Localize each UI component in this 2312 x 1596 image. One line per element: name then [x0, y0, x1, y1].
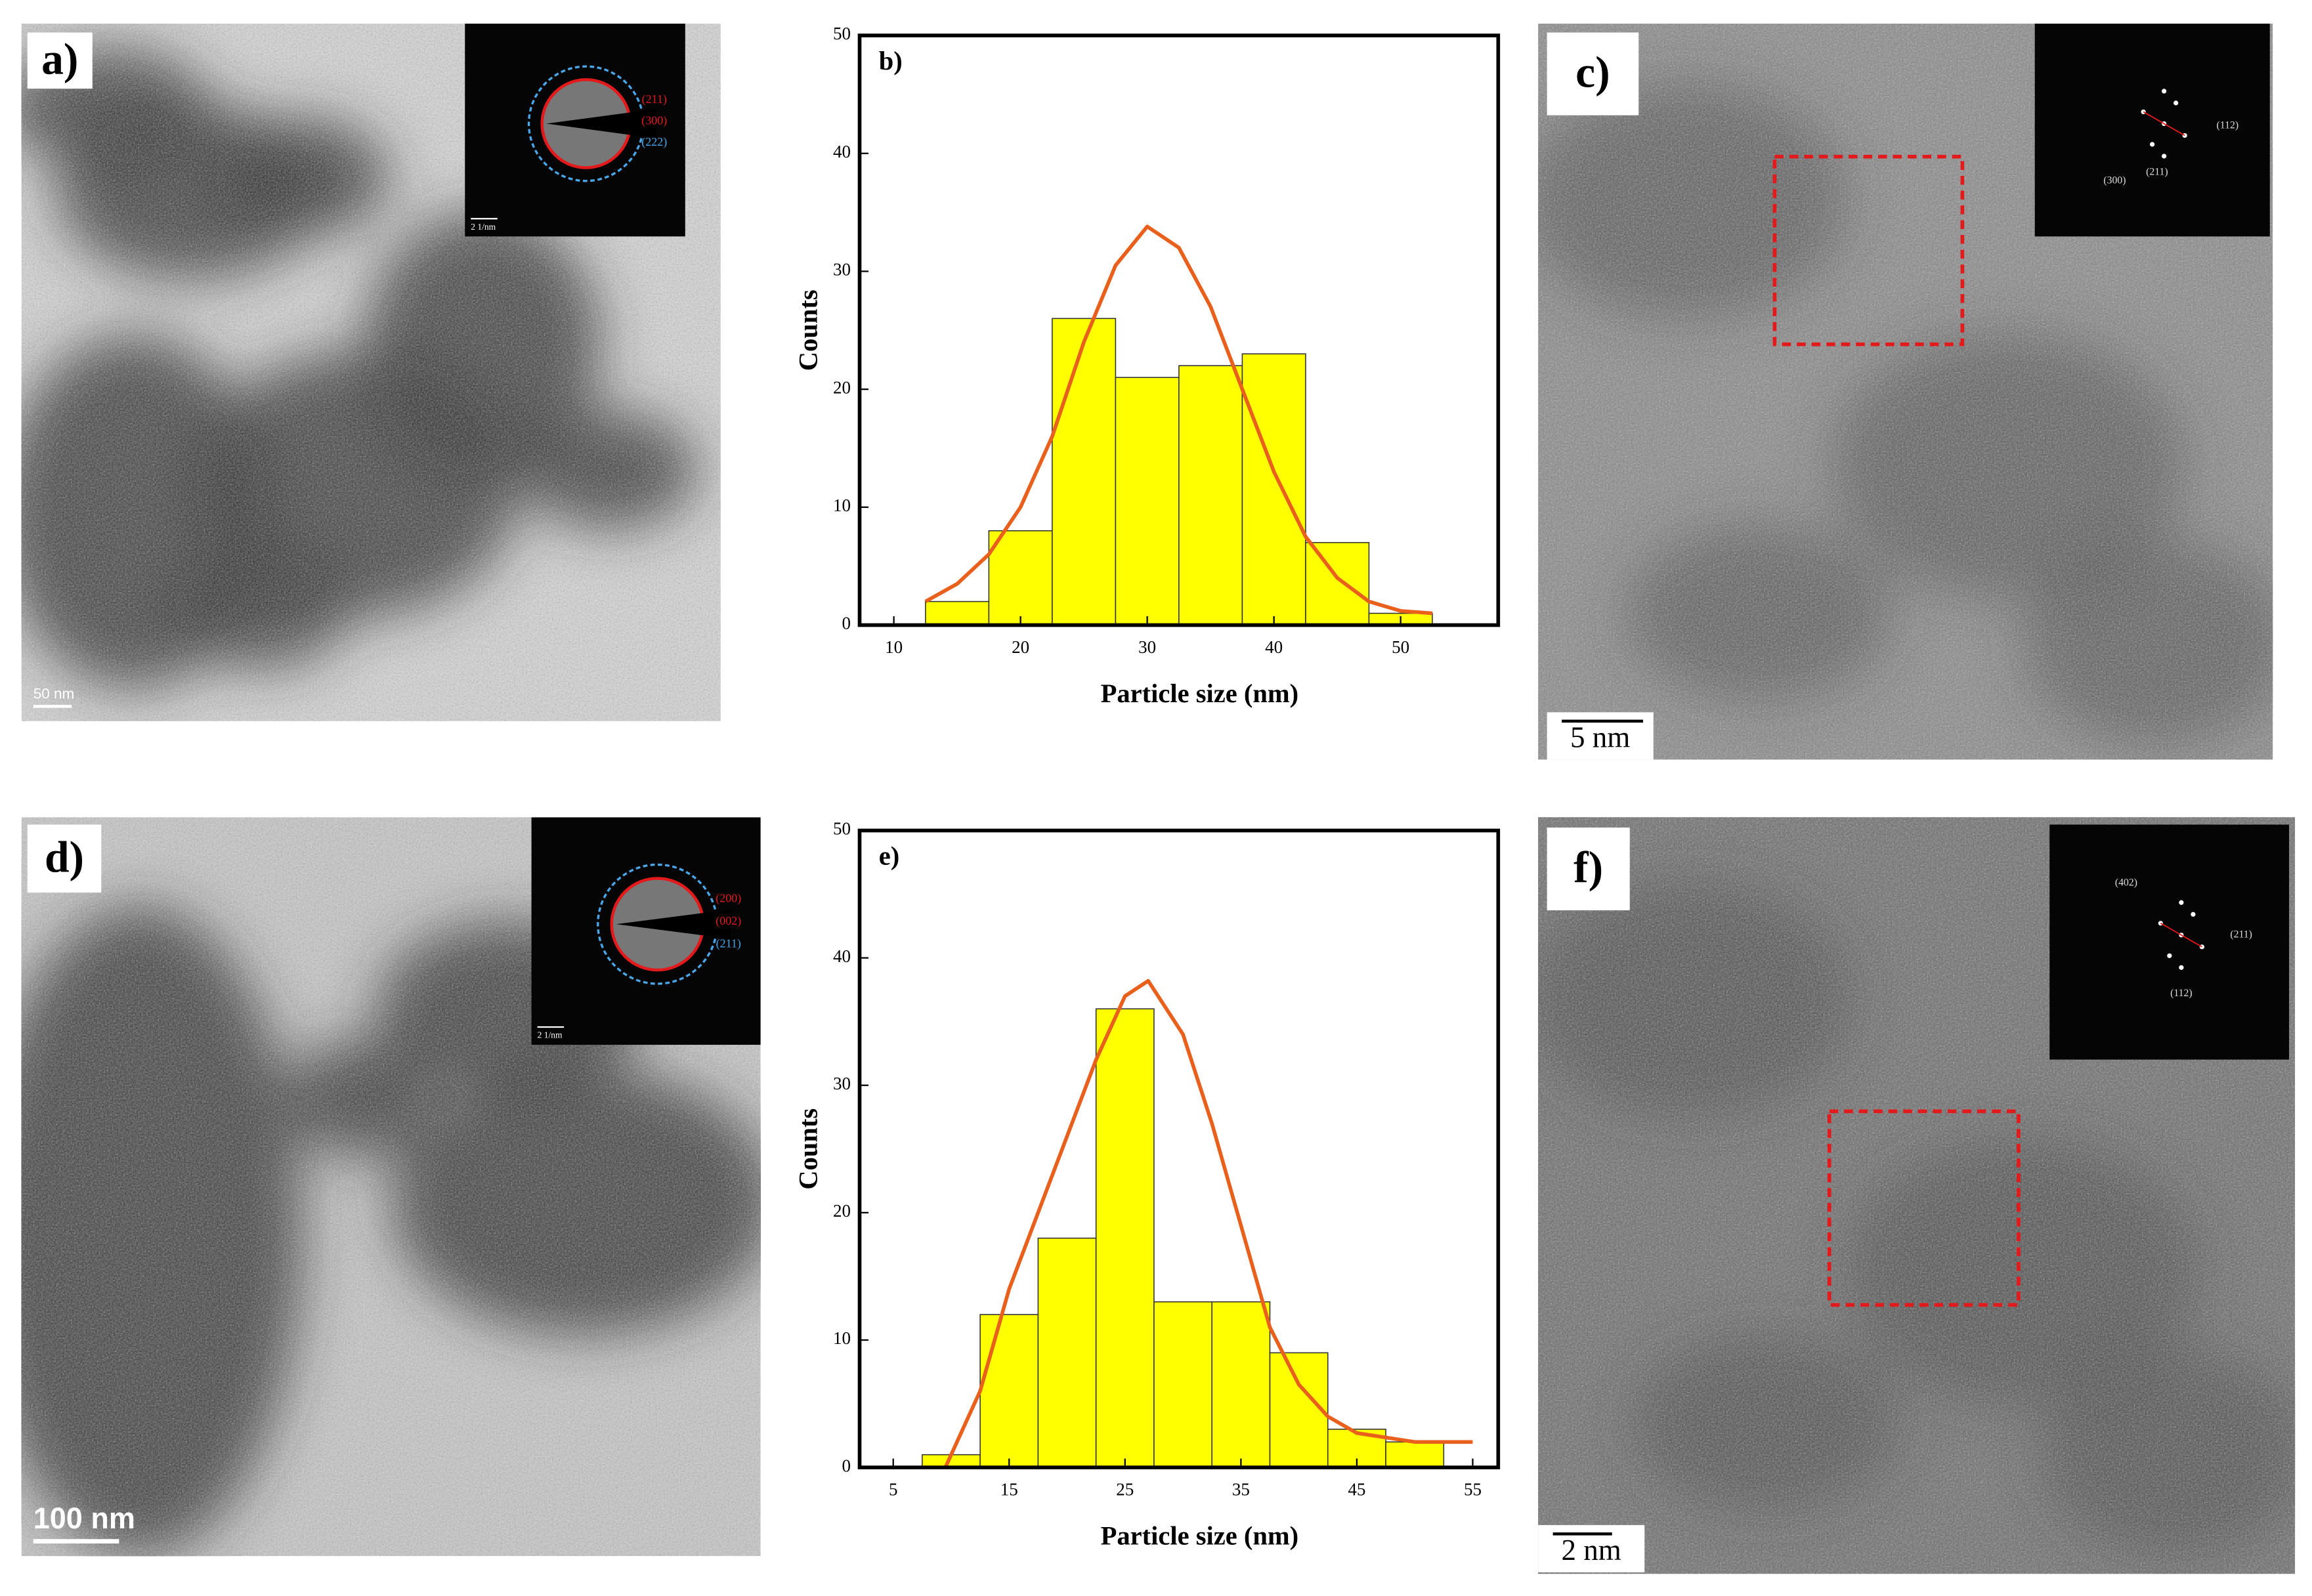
x-tick-label: 40 [1265, 637, 1283, 657]
plot-frame [857, 33, 1501, 627]
x-tick-label: 5 [889, 1479, 898, 1499]
panel-label: a) [41, 34, 78, 83]
ring-label: (300) [641, 114, 667, 127]
y-axis-label: Counts [793, 289, 823, 371]
bar [1095, 1008, 1155, 1468]
spot-label: (211) [2230, 929, 2252, 940]
spot-label: (112) [2170, 988, 2193, 999]
bar [1269, 1352, 1329, 1468]
ring-label: (002) [716, 914, 741, 928]
panel-label: d) [45, 832, 84, 881]
region-box [1772, 154, 1965, 346]
spot-label: (211) [2146, 167, 2168, 178]
y-tick-label: 0 [842, 1456, 851, 1475]
x-tick-label: 35 [1232, 1479, 1250, 1499]
panel-label-box [1547, 32, 1639, 116]
x-tick-label: 10 [885, 637, 903, 657]
x-tick-label: 15 [1000, 1479, 1018, 1499]
panel-label: e) [879, 841, 899, 871]
panel-label: b) [879, 46, 903, 75]
fit-curve [943, 978, 1473, 1469]
y-tick-label: 20 [833, 377, 851, 397]
bar [979, 1314, 1039, 1468]
bar [925, 600, 990, 626]
fft-spot [2191, 912, 2196, 917]
micrograph: a) (211) (300) (222) 2 1/nm 50 nm [21, 24, 721, 721]
bar [988, 530, 1053, 626]
inset [2049, 824, 2290, 1060]
fft-line [2143, 111, 2185, 136]
inset-scale-label: 2 1/nm [471, 222, 496, 232]
beam-stop [546, 108, 657, 138]
micrograph: c) (112) (211) (300) 5 nm [1538, 24, 2273, 760]
scale-bar-label: 2 nm [1562, 1534, 1621, 1566]
ring-label: (200) [716, 891, 741, 905]
chart: 0 10 20 30 40 50 10 20 30 40 50 b) Particle size (nm… [793, 24, 1501, 708]
region-box [1827, 1109, 2021, 1307]
micrograph: f) (402) (211) (112) 2 nm [1538, 817, 2296, 1574]
bar [1241, 353, 1306, 626]
x-tick-label: 25 [1116, 1479, 1134, 1499]
fft-spot [2179, 900, 2184, 905]
x-axis-label: Particle size (nm) [1101, 679, 1298, 708]
scale-bar-label: 5 nm [1570, 721, 1630, 754]
bar [1037, 1237, 1097, 1468]
fft-spot [2167, 953, 2172, 958]
bar [1385, 1441, 1445, 1468]
panel-label-box [27, 824, 102, 893]
y-tick-label: 10 [833, 1328, 851, 1348]
bar [1211, 1301, 1271, 1468]
inset [2034, 24, 2270, 237]
panel-label: c) [1575, 48, 1610, 97]
y-tick-label: 40 [833, 142, 851, 161]
y-tick-label: 50 [833, 24, 851, 43]
y-tick-label: 10 [833, 495, 851, 515]
ring-label: (222) [641, 135, 667, 149]
panel-label-box [1547, 828, 1630, 911]
x-tick-label: 50 [1392, 637, 1409, 657]
bar [1052, 318, 1117, 626]
x-tick-label: 20 [1012, 637, 1029, 657]
scale-bar-label: 100 nm [33, 1502, 135, 1535]
fft-spot [2173, 100, 2179, 106]
y-tick-label: 30 [833, 1074, 851, 1093]
x-axis-label: Particle size (nm) [1101, 1521, 1298, 1550]
fft-spot [2150, 142, 2155, 147]
fft-spot [2162, 89, 2167, 94]
image [21, 817, 761, 1557]
panel-label: f) [1573, 843, 1603, 892]
spot-label: (300) [2103, 175, 2126, 186]
scale-bar-label: 50 nm [33, 685, 75, 702]
bar [1115, 377, 1180, 626]
fft-spot [2162, 154, 2167, 159]
plot-frame [857, 828, 1501, 1469]
y-tick-label: 0 [842, 614, 851, 633]
micrograph: d) (200) (002) (211) 2 1/nm 100 nm [21, 817, 761, 1557]
y-axis-label: Counts [793, 1108, 823, 1190]
beam-stop [616, 909, 731, 939]
bar [1178, 365, 1243, 626]
ring-label: (211) [716, 937, 741, 951]
fft-spot [2179, 965, 2184, 970]
y-tick-label: 50 [833, 819, 851, 839]
x-tick-label: 55 [1464, 1479, 1482, 1499]
x-tick-label: 45 [1348, 1479, 1365, 1499]
y-tick-label: 30 [833, 260, 851, 280]
inset-scale-label: 2 1/nm [538, 1030, 563, 1040]
y-tick-label: 40 [833, 946, 851, 966]
spot-label: (402) [2115, 877, 2137, 889]
spot-label: (112) [2217, 119, 2239, 131]
chart: 0 10 20 30 40 50 5 15 25 35 45 55 e) Particle size (n… [793, 819, 1501, 1550]
x-tick-label: 30 [1138, 637, 1156, 657]
panel-label-box [27, 32, 93, 89]
bar [1305, 541, 1370, 626]
ring-label: (211) [642, 93, 667, 106]
y-tick-label: 20 [833, 1201, 851, 1221]
bar [1153, 1301, 1213, 1468]
fit-curve [924, 224, 1433, 616]
fft-line [2160, 923, 2202, 948]
